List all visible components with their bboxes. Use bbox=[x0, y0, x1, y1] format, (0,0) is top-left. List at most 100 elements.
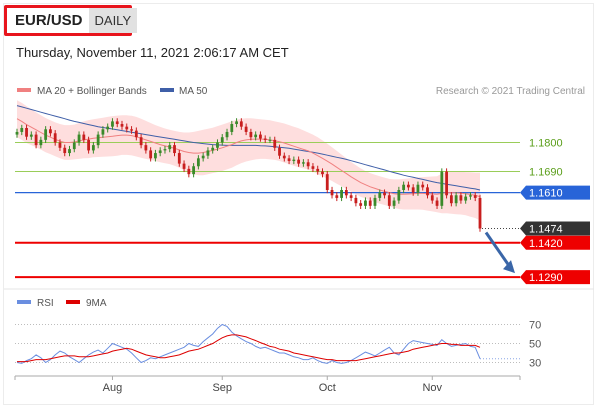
pair-name: EUR/USD bbox=[15, 12, 83, 29]
candle-body bbox=[473, 195, 477, 198]
research-credit: Research © 2021 Trading Central bbox=[436, 86, 585, 97]
timestamp: Thursday, November 11, 2021 2:06:17 AM C… bbox=[16, 45, 289, 60]
rsi-panel: 70 50 30 bbox=[15, 320, 541, 370]
last-price-tag bbox=[520, 221, 590, 236]
candle-body bbox=[101, 129, 105, 135]
level-label-1.1690: 1.1690 bbox=[529, 167, 563, 179]
candle-body bbox=[397, 190, 401, 201]
candle-body bbox=[254, 134, 258, 138]
candle-body bbox=[211, 147, 215, 151]
candle-body bbox=[445, 171, 448, 196]
candle-body bbox=[311, 166, 315, 169]
candle-body bbox=[306, 162, 310, 167]
candle-body bbox=[335, 195, 339, 198]
candle-body bbox=[330, 190, 334, 196]
candle-body bbox=[301, 162, 305, 164]
candle-body bbox=[383, 192, 386, 196]
candle-body bbox=[407, 184, 410, 188]
ma20-legend-swatch bbox=[17, 88, 31, 92]
ma50-layer bbox=[16, 105, 481, 191]
candle-body bbox=[115, 121, 119, 125]
candle-body bbox=[387, 195, 391, 206]
candle-body bbox=[411, 187, 415, 193]
candle-body bbox=[259, 134, 262, 139]
candle-body bbox=[292, 159, 296, 161]
candle-body bbox=[154, 153, 157, 159]
ma20-legend-label: MA 20 + Bollinger Bands bbox=[37, 86, 147, 97]
ma20-line bbox=[16, 118, 481, 198]
candle-body bbox=[321, 171, 324, 175]
rsi-ma-legend-label: 9MA bbox=[86, 298, 107, 309]
candle-body bbox=[268, 139, 272, 141]
candle-body bbox=[201, 155, 205, 159]
ma50-legend-label: MA 50 bbox=[179, 86, 208, 97]
level-tag-1.1610 bbox=[520, 185, 590, 200]
rsi-legend-swatch bbox=[17, 300, 31, 304]
candle-body bbox=[449, 195, 453, 204]
instrument-title: EUR/USD DAILY bbox=[4, 5, 138, 36]
candle-body bbox=[187, 168, 191, 175]
candle-body bbox=[364, 200, 367, 206]
candle-body bbox=[359, 203, 363, 206]
candle-body bbox=[244, 126, 248, 132]
chart-frame bbox=[3, 3, 594, 405]
candle-body bbox=[206, 150, 210, 156]
candle-body bbox=[297, 159, 301, 164]
candle-body bbox=[378, 192, 382, 198]
candle-body bbox=[368, 200, 372, 206]
candle-body bbox=[111, 121, 114, 127]
candle-body bbox=[416, 184, 420, 193]
level-label-1.1610: 1.1610 bbox=[529, 188, 563, 200]
rsi-legend-label: RSI bbox=[37, 298, 54, 309]
rsi-ma-legend-swatch bbox=[66, 300, 80, 304]
candle-body bbox=[464, 196, 468, 201]
candle-body bbox=[177, 153, 181, 164]
candle-body bbox=[15, 131, 19, 135]
forecast-arrow-head bbox=[503, 260, 515, 274]
candle-body bbox=[182, 163, 186, 169]
bollinger-bands bbox=[17, 100, 480, 221]
candle-body bbox=[149, 150, 153, 159]
candle-body bbox=[273, 139, 277, 148]
candle-body bbox=[20, 127, 24, 132]
candle-body bbox=[235, 121, 238, 125]
candle-body bbox=[430, 195, 434, 201]
candle-body bbox=[58, 142, 62, 148]
candle-body bbox=[139, 137, 143, 146]
candle-body bbox=[278, 147, 281, 156]
candle-body bbox=[134, 130, 138, 138]
candle-body bbox=[163, 149, 167, 151]
candle-body bbox=[196, 158, 200, 167]
rsi-level-label-70: 70 bbox=[529, 320, 541, 332]
candle-body bbox=[392, 200, 396, 206]
candle-body bbox=[77, 134, 81, 143]
candle-body bbox=[340, 190, 343, 198]
ma50-line bbox=[16, 105, 481, 191]
candle-body bbox=[63, 147, 67, 154]
candle-body bbox=[158, 150, 162, 154]
level-tag-1.1290 bbox=[520, 270, 590, 285]
time-tick-label-Sep: Sep bbox=[212, 382, 232, 394]
candle-body bbox=[125, 126, 129, 130]
candle-body bbox=[249, 131, 253, 138]
candle-body bbox=[287, 158, 291, 161]
candle-body bbox=[192, 166, 196, 175]
time-tick-label-Oct: Oct bbox=[319, 382, 336, 394]
candle-body bbox=[344, 190, 348, 196]
candle-body bbox=[25, 127, 28, 137]
candle-body bbox=[96, 134, 100, 146]
candle-body bbox=[130, 129, 133, 131]
candle-body bbox=[263, 138, 267, 140]
candle-body bbox=[316, 168, 320, 172]
candle-body bbox=[421, 184, 425, 188]
candle-body bbox=[39, 139, 43, 146]
period-badge: DAILY bbox=[88, 8, 138, 33]
candle-body bbox=[373, 197, 377, 206]
candle-body bbox=[144, 145, 148, 151]
candle-body bbox=[454, 195, 458, 204]
candle-body bbox=[440, 171, 444, 206]
last-price-label: 1.1474 bbox=[529, 224, 563, 236]
candle-body bbox=[168, 145, 172, 150]
candle-body bbox=[91, 145, 95, 151]
ma20-layer bbox=[16, 118, 481, 198]
